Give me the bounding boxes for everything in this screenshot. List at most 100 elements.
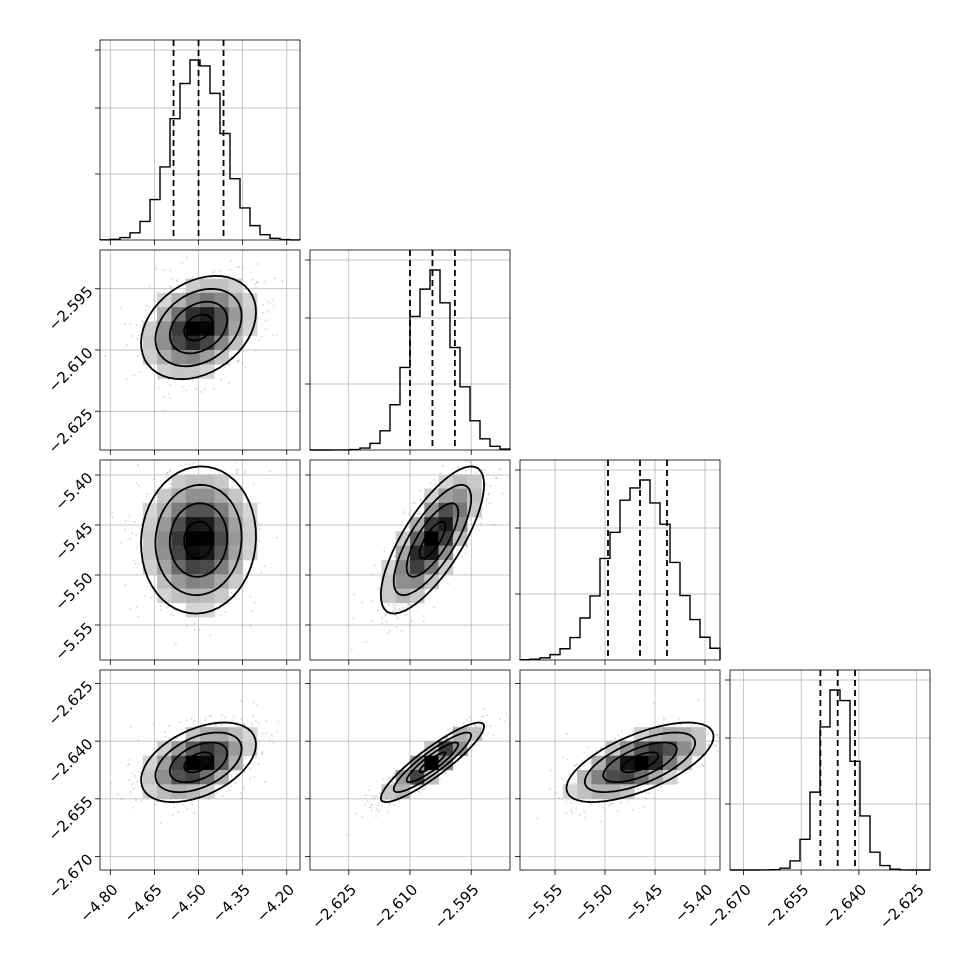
y-tick-label: −2.670 <box>45 850 97 902</box>
scatter-point <box>221 794 224 797</box>
scatter-point <box>410 620 413 623</box>
scatter-point <box>726 743 728 745</box>
scatter-point <box>616 810 619 813</box>
y-tick-label: −5.45 <box>51 519 96 564</box>
scatter-point <box>361 601 364 604</box>
scatter-point <box>364 793 367 796</box>
density-cell <box>185 531 201 547</box>
scatter-point <box>716 733 719 736</box>
scatter-point <box>169 269 172 272</box>
scatter-point <box>243 289 246 292</box>
scatter-point <box>250 762 253 765</box>
scatter-point <box>449 739 452 742</box>
density-cell <box>200 574 215 589</box>
scatter-point <box>137 485 140 488</box>
scatter-point <box>419 513 422 516</box>
scatter-point <box>182 290 185 293</box>
scatter-point <box>370 809 373 812</box>
scatter-point <box>398 800 401 803</box>
scatter-point <box>269 302 272 305</box>
scatter-point <box>167 378 170 381</box>
density-cell <box>424 755 439 771</box>
scatter-point <box>275 334 278 337</box>
scatter-point <box>703 721 706 724</box>
scatter-point <box>165 437 167 439</box>
scatter-point <box>489 724 492 727</box>
contour-line <box>418 751 447 774</box>
density-cell <box>185 784 201 799</box>
density-cell <box>214 502 229 518</box>
contour-line <box>154 483 243 597</box>
x-tick-label: −2.610 <box>369 881 421 933</box>
density-cell <box>677 727 692 742</box>
scatter-point <box>717 736 720 739</box>
x-tick-label: −4.20 <box>253 881 298 926</box>
scatter-point <box>153 297 156 300</box>
contour-line <box>168 300 229 355</box>
scatter-point <box>133 774 136 777</box>
scatter-point <box>487 492 490 495</box>
scatter-point <box>230 260 233 263</box>
scatter-point <box>391 610 394 613</box>
scatter-point <box>185 388 188 391</box>
scatter-point <box>236 472 239 475</box>
scatter-point <box>270 733 273 736</box>
scatter-point <box>579 767 582 770</box>
scatter-point <box>416 790 419 793</box>
scatter-point <box>594 749 597 752</box>
density-cell <box>157 531 172 547</box>
scatter-point <box>261 753 264 756</box>
scatter-point <box>236 265 239 268</box>
scatter-point <box>485 724 488 727</box>
scatter-point <box>370 620 373 623</box>
scatter-point <box>253 775 256 778</box>
scatter-point <box>184 463 187 466</box>
scatter-point <box>476 528 479 531</box>
histogram-step-line <box>519 479 721 661</box>
scatter-point <box>272 741 275 744</box>
scatter-point <box>136 780 139 783</box>
scatter-point <box>165 472 168 475</box>
contour-line <box>405 502 460 578</box>
scatter-point <box>464 552 467 555</box>
y-tick-label: −5.50 <box>51 569 96 614</box>
scatter-point <box>249 271 252 274</box>
scatter-point <box>168 470 171 473</box>
density-cell <box>142 784 158 799</box>
density-cell <box>142 350 158 365</box>
scatter-point <box>376 587 379 590</box>
scatter-point <box>499 468 502 471</box>
scatter-point <box>138 371 141 374</box>
density-cell <box>620 741 635 757</box>
density-cell <box>200 292 215 308</box>
density-cell <box>200 531 215 547</box>
scatter-point <box>652 702 655 705</box>
scatter-point <box>120 798 123 801</box>
scatter-point <box>381 622 384 625</box>
density-cell <box>228 307 244 322</box>
scatter-point <box>678 770 681 773</box>
scatter-point <box>441 465 444 468</box>
scatter-point <box>164 476 167 479</box>
density-cell <box>214 560 229 575</box>
scatter-point <box>264 328 267 331</box>
y-tick-label: −2.610 <box>45 344 97 396</box>
scatter-point <box>185 719 188 722</box>
scatter-point <box>575 762 578 765</box>
histogram-panel-0 <box>95 39 301 245</box>
scatter-point <box>260 335 263 338</box>
scatter-point <box>555 792 558 795</box>
scatter-point <box>481 517 484 520</box>
scatter-point <box>569 781 572 784</box>
scatter-point <box>379 808 382 811</box>
scatter-point <box>467 467 470 470</box>
scatter-point <box>228 789 231 792</box>
scatter-point <box>626 800 629 803</box>
scatter-point <box>144 309 147 312</box>
scatter-point <box>265 720 268 723</box>
scatter-point <box>163 731 166 734</box>
scatter-point <box>116 793 119 796</box>
density-cell <box>452 488 468 504</box>
scatter-point <box>195 448 197 450</box>
scatter-point <box>734 732 736 734</box>
